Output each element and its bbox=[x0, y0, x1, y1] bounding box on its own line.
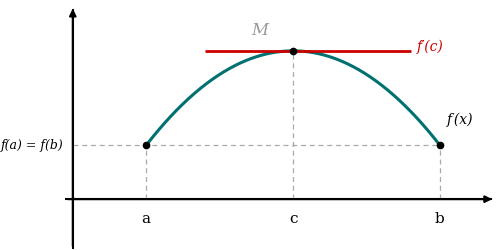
Text: M: M bbox=[252, 22, 268, 39]
Text: b: b bbox=[435, 212, 445, 226]
Text: c: c bbox=[289, 212, 298, 226]
Text: f (x): f (x) bbox=[447, 113, 473, 127]
Text: f′(c): f′(c) bbox=[416, 39, 443, 54]
Text: f(a) = f(b): f(a) = f(b) bbox=[1, 139, 64, 152]
Text: a: a bbox=[142, 212, 150, 226]
